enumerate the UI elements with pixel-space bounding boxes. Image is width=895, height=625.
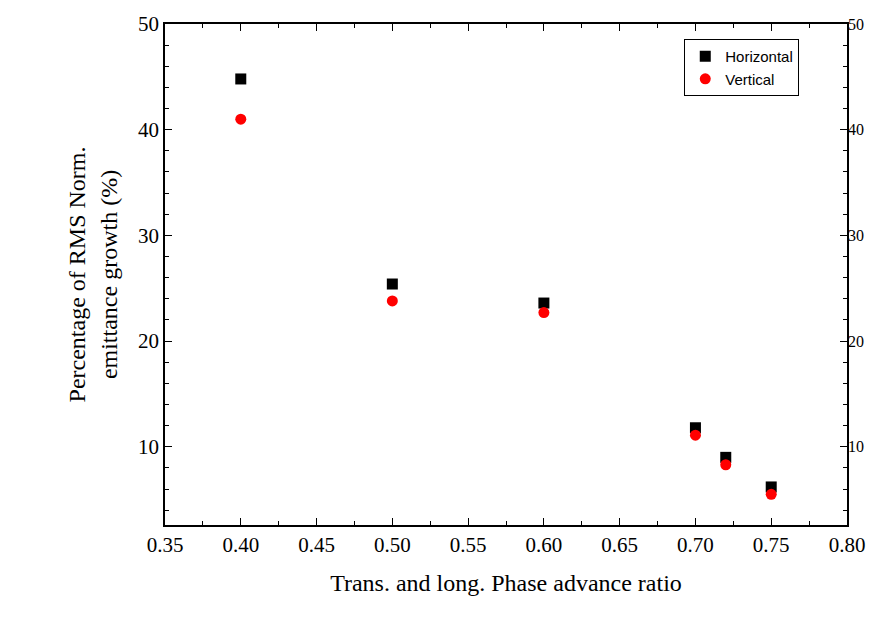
svg-text:0.80: 0.80: [829, 533, 866, 557]
svg-text:0.70: 0.70: [677, 533, 714, 557]
svg-text:10: 10: [138, 435, 159, 459]
svg-text:0.50: 0.50: [374, 533, 411, 557]
svg-text:0.40: 0.40: [222, 533, 259, 557]
svg-text:40: 40: [138, 118, 159, 142]
svg-text:0.55: 0.55: [450, 533, 487, 557]
svg-text:0.60: 0.60: [526, 533, 563, 557]
svg-text:Trans. and long. Phase advance: Trans. and long. Phase advance ratio: [330, 570, 682, 596]
svg-text:20: 20: [138, 329, 159, 353]
svg-text:0.35: 0.35: [147, 533, 184, 557]
svg-text:0.65: 0.65: [601, 533, 638, 557]
svg-text:50: 50: [848, 16, 864, 33]
svg-text:Vertical: Vertical: [725, 71, 774, 88]
svg-text:0.75: 0.75: [753, 533, 790, 557]
svg-text:50: 50: [138, 12, 159, 36]
svg-text:0.45: 0.45: [298, 533, 335, 557]
svg-text:30: 30: [848, 227, 864, 244]
svg-text:Horizontal: Horizontal: [725, 48, 793, 65]
svg-text:30: 30: [138, 224, 159, 248]
svg-text:40: 40: [848, 121, 864, 138]
svg-text:10: 10: [848, 438, 864, 455]
svg-text:20: 20: [848, 333, 864, 350]
svg-text:Percentage of RMS Norm.emittan: Percentage of RMS Norm.emittance growth …: [64, 147, 121, 403]
